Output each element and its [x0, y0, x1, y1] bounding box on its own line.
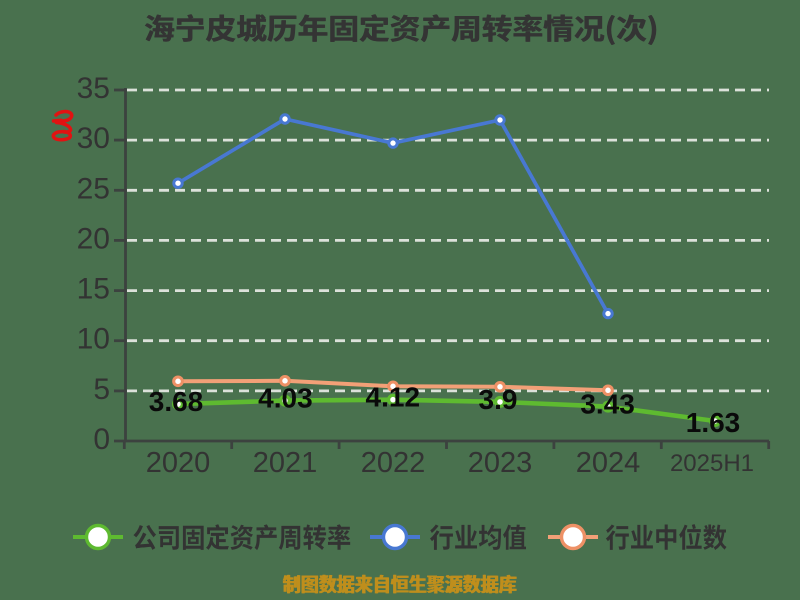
svg-text:4.03: 4.03: [258, 383, 313, 414]
svg-text:3.9: 3.9: [479, 384, 518, 415]
svg-text:30: 30: [77, 122, 110, 155]
svg-text:5: 5: [93, 373, 110, 406]
svg-text:3.68: 3.68: [149, 386, 204, 417]
svg-text:2024: 2024: [576, 447, 641, 479]
svg-text:3.43: 3.43: [580, 389, 635, 420]
svg-text:10: 10: [77, 323, 110, 356]
svg-text:0: 0: [93, 423, 110, 456]
svg-text:2020: 2020: [146, 447, 211, 479]
svg-text:2023: 2023: [468, 447, 533, 479]
svg-text:1.63: 1.63: [686, 407, 741, 438]
svg-text:2022: 2022: [361, 447, 426, 479]
svg-text:20: 20: [77, 222, 110, 255]
svg-text:2025H1: 2025H1: [670, 450, 754, 477]
svg-text:2021: 2021: [253, 447, 318, 479]
svg-text:25: 25: [77, 172, 110, 205]
svg-text:4.12: 4.12: [366, 382, 421, 413]
svg-text:15: 15: [77, 273, 110, 306]
svg-text:35: 35: [77, 72, 110, 105]
